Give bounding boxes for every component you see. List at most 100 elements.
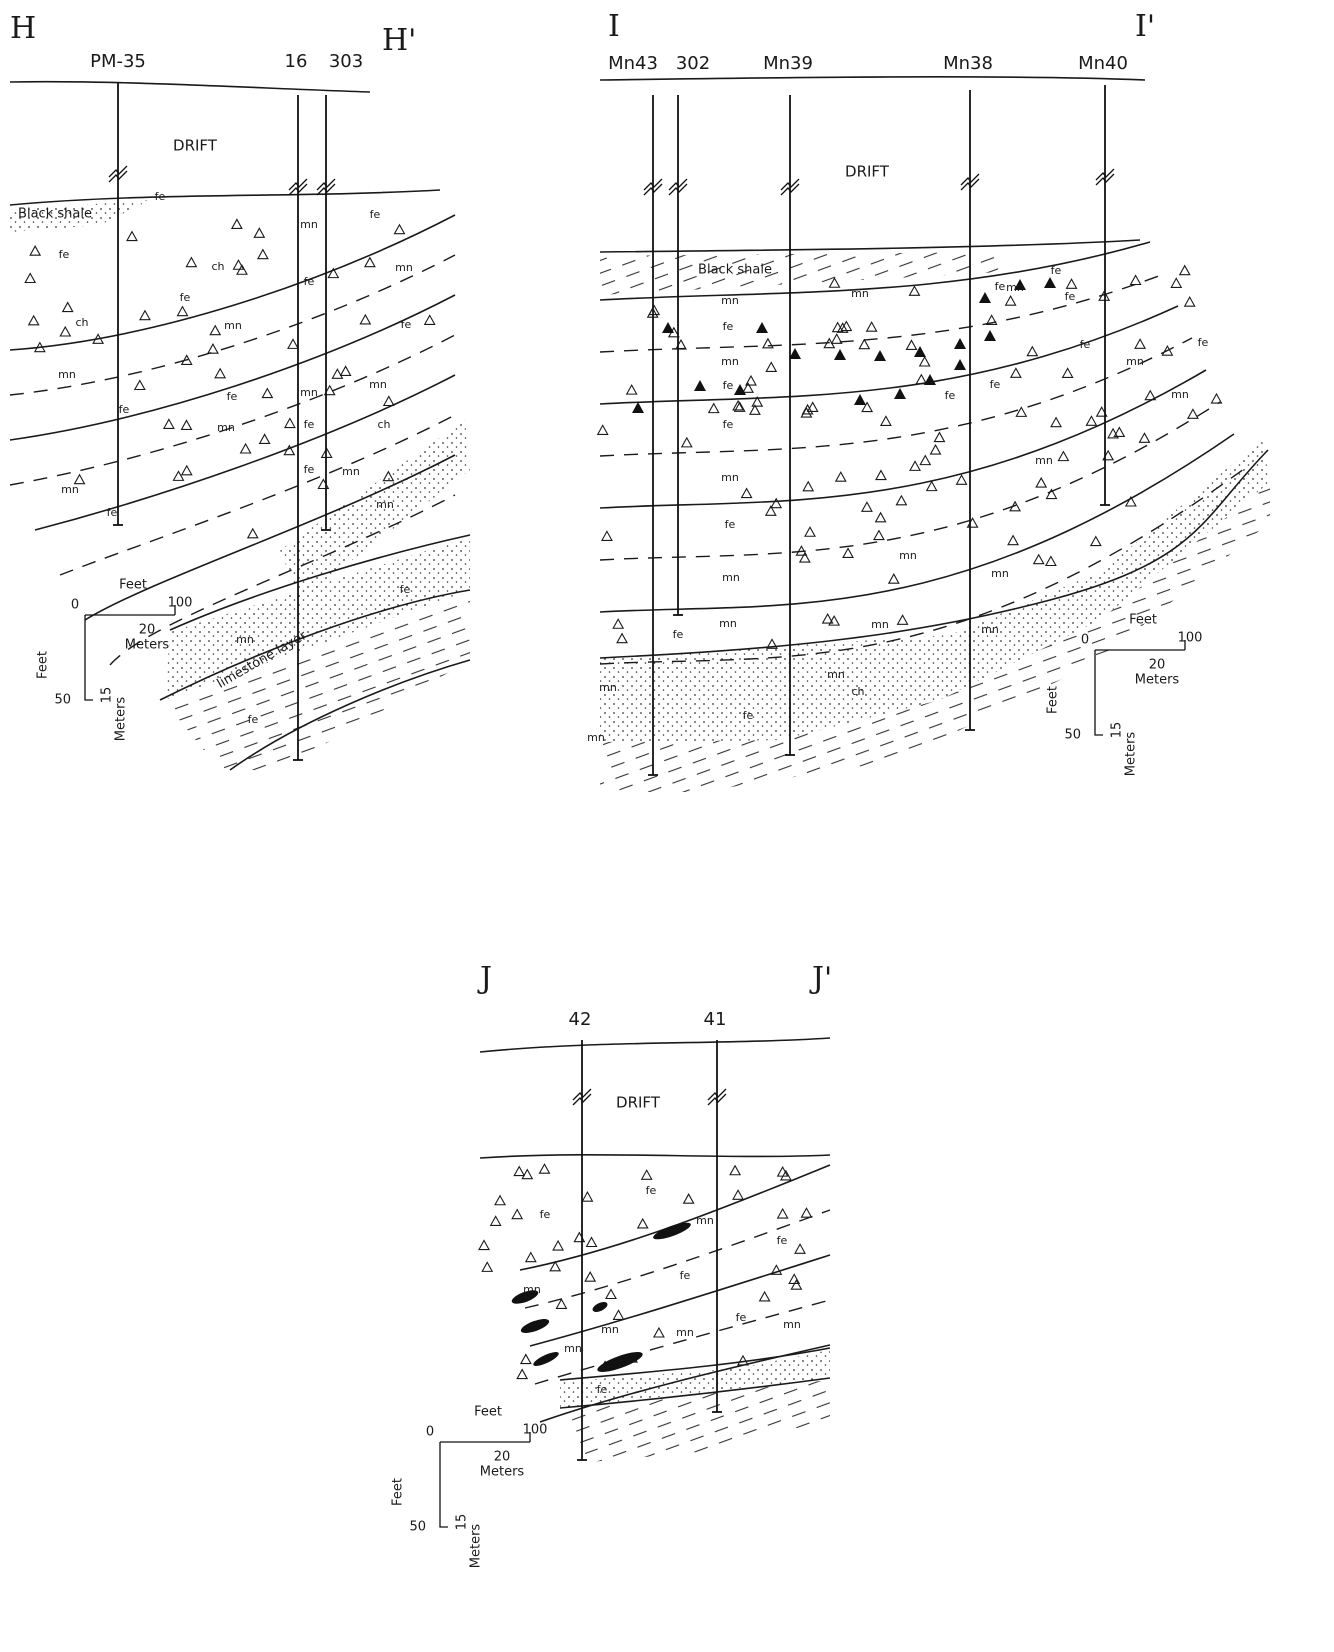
breccia-symbol	[1135, 339, 1145, 348]
breccia-symbol	[778, 1209, 788, 1218]
breccia-symbol	[260, 434, 270, 443]
breccia-symbol	[968, 518, 978, 527]
breccia-symbol	[934, 433, 944, 442]
scale-bar	[85, 605, 175, 700]
breccia-symbol	[177, 307, 187, 316]
breccia-symbol	[1211, 394, 1221, 403]
manganese-lens	[532, 1349, 561, 1368]
scale-text: Meters	[1124, 732, 1139, 777]
breccia-symbol	[638, 1219, 648, 1228]
breccia-symbol	[909, 286, 919, 295]
cross-section: 4241JJ'DRIFTfefemnfefemnmnmnfemnmnfeFeet…	[391, 961, 833, 1568]
lithology-label: fe	[180, 291, 191, 304]
lithology-label: mn	[369, 378, 387, 391]
lithology-label: mn	[58, 368, 76, 381]
breccia-symbol	[843, 548, 853, 557]
lithology-label: fe	[995, 280, 1006, 293]
lithology-label: mn	[721, 355, 739, 368]
breccia-symbol	[1046, 556, 1056, 565]
breccia-symbol	[1139, 433, 1149, 442]
breccia-symbol	[258, 250, 268, 259]
breccia-symbol	[730, 1166, 740, 1175]
breccia-symbol	[208, 344, 218, 353]
lithology-label: fe	[680, 1269, 691, 1282]
breccia-symbol	[598, 425, 608, 434]
breccia-symbol	[642, 1170, 652, 1179]
lithology-label: mn	[783, 1318, 801, 1331]
breccia-solid	[756, 322, 768, 333]
breccia-symbol	[614, 1310, 624, 1319]
section-label: H	[10, 11, 36, 46]
breccia-symbol	[182, 466, 192, 475]
lithology-label: fe	[304, 463, 315, 476]
breccia-symbol	[365, 258, 375, 267]
lithology-label: fe	[155, 190, 166, 203]
lithology-label: ch	[851, 685, 864, 698]
breccia-solid	[694, 380, 706, 391]
breccia-symbol	[927, 482, 937, 491]
breccia-symbol	[285, 419, 295, 428]
lithology-label: mn	[61, 483, 79, 496]
breccia-symbol	[876, 471, 886, 480]
scale-text: 20	[139, 623, 156, 638]
breccia-symbol	[384, 396, 394, 405]
breccia-symbol	[906, 340, 916, 349]
breccia-symbol	[1171, 278, 1181, 287]
lithology-label: fe	[1051, 264, 1062, 277]
scale-text: Feet	[391, 1478, 406, 1506]
lithology-label: mn	[981, 623, 999, 636]
shale-hatch	[600, 252, 1000, 295]
breccia-symbol	[1180, 266, 1190, 275]
breccia-symbol	[760, 1292, 770, 1301]
borehole-label: PM-35	[90, 51, 146, 72]
section-label: J'	[809, 961, 832, 996]
breccia-symbol	[889, 574, 899, 583]
lithology-label: fe	[304, 275, 315, 288]
scale-text: Feet	[1046, 686, 1061, 714]
lithology-label: ch	[377, 418, 390, 431]
lithology-label: fe	[723, 379, 734, 392]
breccia-symbol	[1114, 427, 1124, 436]
lithology-label: mn	[1035, 454, 1053, 467]
drift-label: DRIFT	[173, 137, 218, 155]
breccia-symbol	[1008, 536, 1018, 545]
breccia-solid	[1044, 277, 1056, 288]
lithology-label: mn	[722, 571, 740, 584]
breccia-symbol	[135, 381, 145, 390]
breccia-symbol	[876, 513, 886, 522]
lithology-label: mn	[342, 465, 360, 478]
breccia-symbol	[910, 461, 920, 470]
scale-text: Feet	[119, 578, 147, 593]
lithology-label: mn	[376, 498, 394, 511]
lithology-label: fe	[777, 1234, 788, 1247]
lithology-label: mn	[871, 618, 889, 631]
lithology-label: fe	[743, 709, 754, 722]
scale-text: Meters	[125, 638, 170, 653]
breccia-symbol	[539, 1164, 549, 1173]
breccia-symbol	[25, 273, 35, 282]
manganese-lens	[591, 1300, 609, 1314]
borehole-label: Mn39	[763, 53, 813, 74]
breccia-symbol	[288, 339, 298, 348]
breccia-solid	[924, 374, 936, 385]
cross-section: PM-3516303HH'DRIFTBlack shalelimestone l…	[10, 11, 470, 770]
breccia-solid	[894, 388, 906, 399]
borehole-label: Mn43	[608, 53, 658, 74]
breccia-symbol	[613, 619, 623, 628]
breccia-symbol	[920, 456, 930, 465]
borehole-label: 16	[285, 51, 308, 72]
lithology-label: mn	[236, 633, 254, 646]
scale-text: Meters	[114, 697, 129, 742]
breccia-symbol	[332, 369, 342, 378]
breccia-symbol	[526, 1253, 536, 1262]
breccia-symbol	[181, 420, 191, 429]
lithology-label: fe	[725, 518, 736, 531]
breccia-symbol	[210, 326, 220, 335]
breccia-symbol	[1091, 537, 1101, 546]
lithology-label: mn	[300, 386, 318, 399]
lithology-label: fe	[119, 403, 130, 416]
breccia-symbol	[1185, 297, 1195, 306]
scale-text: 15	[455, 1514, 470, 1531]
unit-label: Black shale	[698, 263, 772, 278]
breccia-symbol	[896, 496, 906, 505]
